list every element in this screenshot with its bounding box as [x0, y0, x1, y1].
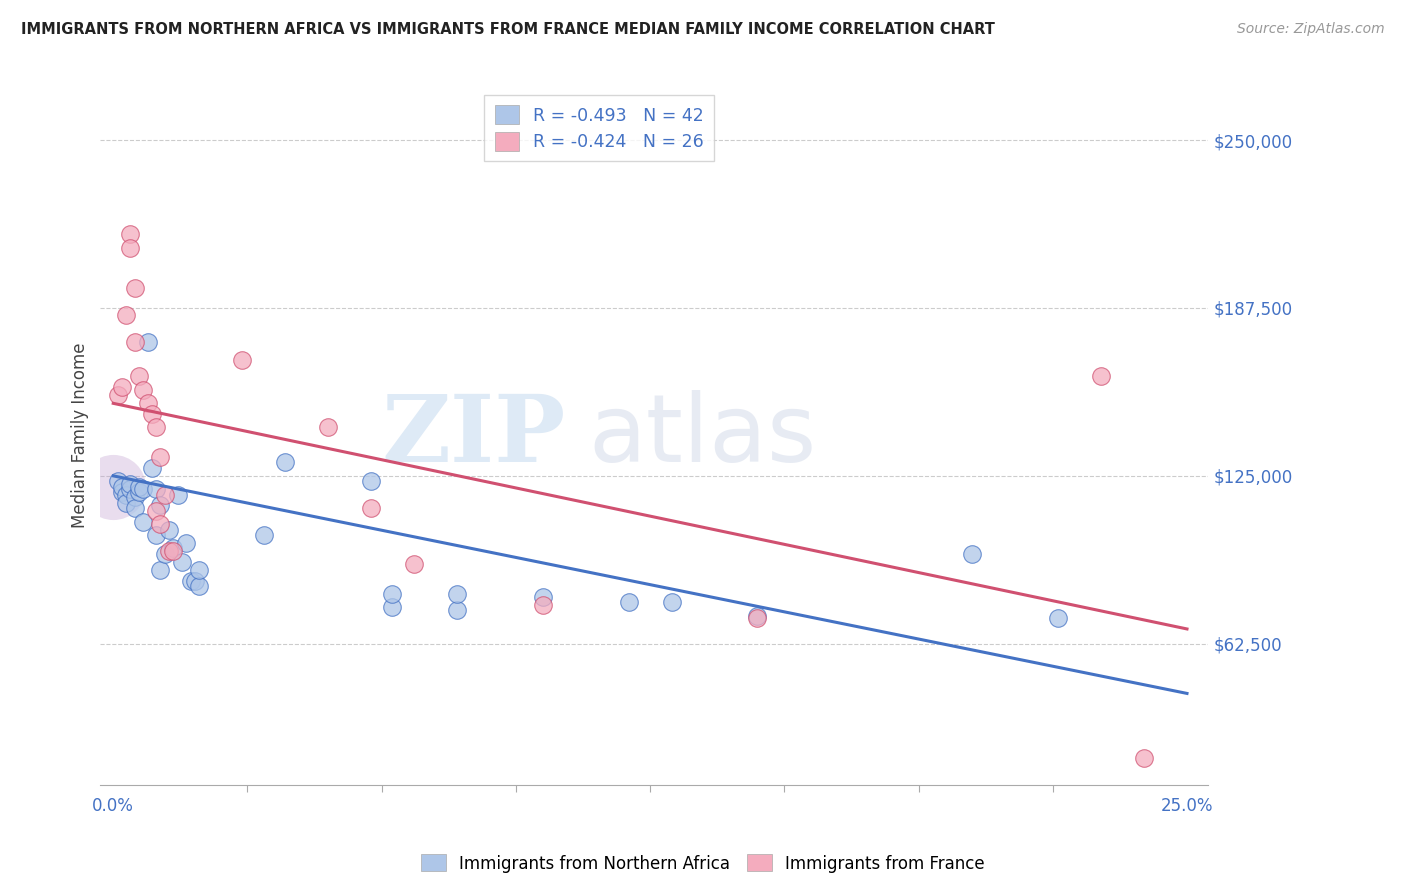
Point	[274, 455, 297, 469]
Point	[162, 541, 184, 556]
Point	[111, 480, 134, 494]
Point	[141, 460, 163, 475]
Point	[188, 563, 211, 577]
Point	[157, 523, 180, 537]
Point	[231, 353, 253, 368]
Legend: Immigrants from Northern Africa, Immigrants from France: Immigrants from Northern Africa, Immigra…	[415, 847, 991, 880]
Point	[531, 598, 554, 612]
Point	[1047, 611, 1070, 625]
Point	[153, 488, 176, 502]
Point	[1133, 751, 1156, 765]
Point	[128, 369, 150, 384]
Point	[128, 480, 150, 494]
Point	[360, 501, 382, 516]
Point	[446, 587, 468, 601]
Point	[145, 504, 167, 518]
Point	[252, 528, 274, 542]
Point	[115, 488, 138, 502]
Point	[132, 515, 155, 529]
Point	[661, 595, 683, 609]
Point	[132, 483, 155, 497]
Point	[145, 528, 167, 542]
Text: IMMIGRANTS FROM NORTHERN AFRICA VS IMMIGRANTS FROM FRANCE MEDIAN FAMILY INCOME C: IMMIGRANTS FROM NORTHERN AFRICA VS IMMIG…	[21, 22, 995, 37]
Point	[180, 574, 202, 588]
Point	[381, 587, 404, 601]
Point	[136, 334, 159, 349]
Point	[166, 488, 188, 502]
Point	[120, 476, 142, 491]
Point	[157, 544, 180, 558]
Point	[174, 536, 197, 550]
Point	[128, 485, 150, 500]
Point	[402, 558, 425, 572]
Point	[149, 499, 172, 513]
Point	[316, 420, 339, 434]
Point	[381, 600, 404, 615]
Point	[136, 396, 159, 410]
Point	[132, 383, 155, 397]
Y-axis label: Median Family Income: Median Family Income	[72, 343, 89, 528]
Point	[103, 480, 125, 494]
Point	[747, 608, 769, 623]
Point	[188, 579, 211, 593]
Point	[115, 496, 138, 510]
Point	[111, 485, 134, 500]
Point	[124, 281, 146, 295]
Legend: R = -0.493   N = 42, R = -0.424   N = 26: R = -0.493 N = 42, R = -0.424 N = 26	[484, 95, 714, 161]
Point	[107, 474, 129, 488]
Point	[145, 483, 167, 497]
Point	[149, 517, 172, 532]
Point	[531, 590, 554, 604]
Point	[145, 420, 167, 434]
Point	[153, 547, 176, 561]
Point	[141, 407, 163, 421]
Point	[120, 483, 142, 497]
Point	[149, 563, 172, 577]
Point	[115, 308, 138, 322]
Point	[747, 611, 769, 625]
Point	[170, 555, 193, 569]
Text: atlas: atlas	[588, 390, 815, 482]
Point	[124, 491, 146, 505]
Point	[1090, 369, 1112, 384]
Point	[162, 544, 184, 558]
Point	[446, 603, 468, 617]
Point	[960, 547, 983, 561]
Point	[124, 334, 146, 349]
Point	[360, 474, 382, 488]
Point	[120, 227, 142, 241]
Text: ZIP: ZIP	[381, 391, 565, 481]
Point	[149, 450, 172, 464]
Point	[107, 388, 129, 402]
Point	[120, 240, 142, 254]
Point	[184, 574, 207, 588]
Point	[617, 595, 640, 609]
Text: Source: ZipAtlas.com: Source: ZipAtlas.com	[1237, 22, 1385, 37]
Point	[111, 380, 134, 394]
Point	[124, 501, 146, 516]
